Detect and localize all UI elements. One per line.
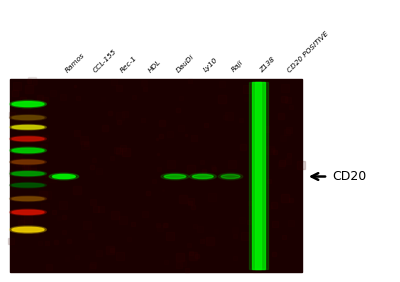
Ellipse shape: [189, 173, 216, 180]
Ellipse shape: [10, 159, 46, 165]
Ellipse shape: [10, 100, 46, 108]
Ellipse shape: [164, 175, 186, 179]
Ellipse shape: [10, 182, 46, 188]
Ellipse shape: [10, 147, 46, 154]
Text: Z138: Z138: [258, 56, 276, 73]
Ellipse shape: [10, 196, 46, 201]
Text: Ly10: Ly10: [203, 57, 219, 73]
Ellipse shape: [12, 172, 44, 175]
Bar: [252, 82, 264, 269]
Text: CD20: CD20: [332, 170, 366, 183]
Text: DauDi: DauDi: [175, 53, 195, 73]
Ellipse shape: [12, 102, 44, 107]
Ellipse shape: [192, 175, 213, 179]
Text: HDL: HDL: [147, 58, 162, 73]
Text: CCL-155: CCL-155: [92, 48, 117, 73]
Ellipse shape: [221, 175, 240, 179]
Ellipse shape: [10, 115, 46, 120]
Text: Ramos: Ramos: [64, 52, 86, 73]
Ellipse shape: [10, 171, 46, 177]
Ellipse shape: [12, 227, 44, 232]
Ellipse shape: [10, 209, 46, 215]
Ellipse shape: [12, 125, 44, 129]
Bar: [255, 82, 262, 269]
Bar: [10, 79, 302, 272]
Ellipse shape: [10, 125, 46, 130]
Text: Rec-1: Rec-1: [120, 54, 138, 73]
Ellipse shape: [10, 226, 46, 233]
Bar: [249, 82, 268, 269]
Ellipse shape: [12, 137, 44, 141]
Ellipse shape: [218, 173, 243, 180]
Text: CD20 POSITIVE: CD20 POSITIVE: [286, 30, 330, 73]
Ellipse shape: [49, 173, 79, 180]
Ellipse shape: [12, 184, 44, 187]
Ellipse shape: [12, 148, 44, 153]
Ellipse shape: [12, 210, 44, 214]
Ellipse shape: [161, 173, 189, 180]
Text: Raji: Raji: [230, 60, 244, 73]
Ellipse shape: [10, 136, 46, 142]
Ellipse shape: [12, 160, 44, 164]
Ellipse shape: [52, 175, 75, 179]
Ellipse shape: [12, 116, 44, 120]
Ellipse shape: [12, 197, 44, 201]
